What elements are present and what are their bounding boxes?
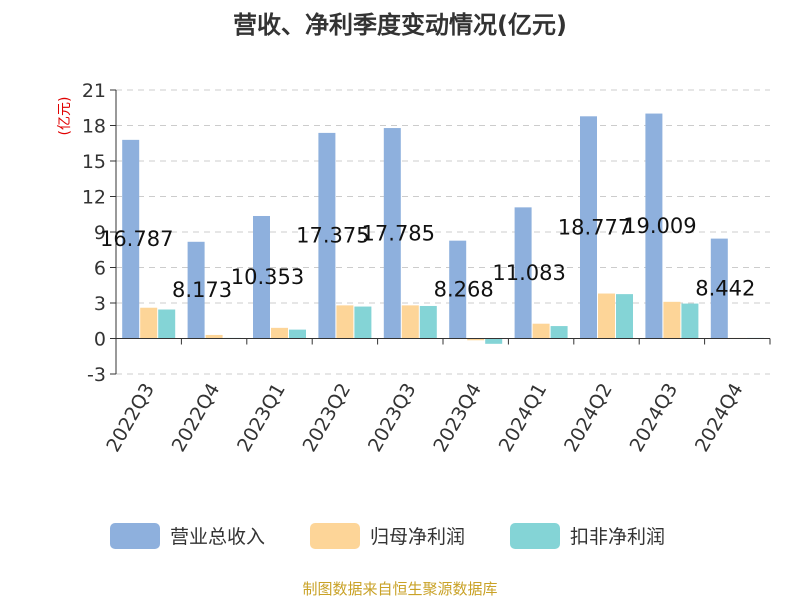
data-label: 8.173 bbox=[172, 278, 232, 302]
chart-title: 营收、净利季度变动情况(亿元) bbox=[233, 11, 567, 39]
bar-revenue bbox=[187, 241, 205, 339]
y-tick-label: 3 bbox=[94, 293, 106, 315]
x-tick-label: 2023Q4 bbox=[429, 380, 486, 456]
footer-source: 制图数据来自恒生聚源数据库 bbox=[302, 580, 497, 598]
bar-deducted-net-profit bbox=[485, 338, 503, 344]
bar-revenue bbox=[383, 128, 401, 339]
legend-swatch bbox=[510, 523, 560, 549]
x-tick-label: 2024Q3 bbox=[625, 380, 682, 456]
bar-net-profit bbox=[336, 305, 354, 339]
data-label: 10.353 bbox=[231, 265, 304, 289]
legend-label: 营业总收入 bbox=[170, 526, 265, 548]
bar-net-profit bbox=[663, 301, 681, 339]
data-label: 8.442 bbox=[695, 277, 755, 301]
bar-net-profit bbox=[271, 327, 288, 339]
bar-deducted-net-profit bbox=[289, 329, 306, 339]
x-tick-label: 2024Q1 bbox=[495, 380, 552, 456]
bar-revenue bbox=[710, 238, 728, 339]
x-tick-label: 2024Q2 bbox=[560, 380, 617, 456]
bar-deducted-net-profit bbox=[419, 305, 437, 339]
x-tick-label: 2023Q3 bbox=[364, 380, 421, 456]
x-tick-label: 2022Q3 bbox=[102, 380, 159, 456]
bar-revenue bbox=[253, 215, 270, 339]
y-tick-label: 21 bbox=[82, 80, 106, 102]
bar-deducted-net-profit bbox=[354, 306, 372, 339]
y-axis-unit: (亿元) bbox=[57, 97, 73, 136]
x-tick-label: 2023Q1 bbox=[233, 380, 290, 456]
data-label: 18.777 bbox=[558, 215, 631, 239]
bar-net-profit bbox=[467, 338, 485, 341]
bar-revenue bbox=[580, 116, 597, 339]
legend-label: 归母净利润 bbox=[370, 526, 465, 548]
y-tick-label: 12 bbox=[82, 187, 106, 209]
bar-net-profit bbox=[205, 334, 223, 339]
data-label: 19.009 bbox=[623, 214, 696, 238]
bar-net-profit bbox=[598, 293, 615, 339]
legend-label: 扣非净利润 bbox=[570, 526, 665, 548]
data-label: 8.268 bbox=[434, 278, 494, 302]
x-tick-label: 2023Q2 bbox=[298, 380, 355, 456]
legend-swatch bbox=[110, 523, 160, 549]
bar-net-profit bbox=[532, 323, 550, 339]
x-tick-label: 2022Q4 bbox=[168, 380, 225, 456]
bar-net-profit bbox=[140, 307, 158, 339]
bar-revenue bbox=[449, 240, 467, 339]
bar-deducted-net-profit bbox=[550, 326, 568, 339]
bar-deducted-net-profit bbox=[681, 303, 699, 339]
bars bbox=[122, 113, 764, 344]
bar-revenue bbox=[645, 113, 663, 339]
bar-deducted-net-profit bbox=[158, 309, 176, 339]
y-tick-label: -3 bbox=[87, 364, 106, 386]
data-label: 16.787 bbox=[100, 227, 173, 251]
legend-swatch bbox=[310, 523, 360, 549]
bar-revenue bbox=[122, 139, 140, 339]
bar-deducted-net-profit bbox=[616, 294, 633, 339]
y-tick-label: 6 bbox=[94, 258, 106, 280]
bar-net-profit bbox=[401, 305, 419, 339]
legend: 营业总收入 归母净利润 扣非净利润 bbox=[110, 523, 665, 549]
y-tick-label: 9 bbox=[94, 222, 106, 244]
y-tick-label: 15 bbox=[82, 151, 106, 173]
data-label: 17.785 bbox=[362, 221, 435, 245]
data-label: 11.083 bbox=[492, 261, 565, 285]
y-tick-label: 0 bbox=[94, 329, 106, 351]
x-tick-label: 2024Q4 bbox=[691, 380, 748, 456]
bar-revenue bbox=[514, 207, 532, 339]
y-tick-label: 18 bbox=[82, 116, 106, 138]
bar-revenue bbox=[318, 132, 336, 339]
data-label: 17.375 bbox=[296, 224, 369, 248]
